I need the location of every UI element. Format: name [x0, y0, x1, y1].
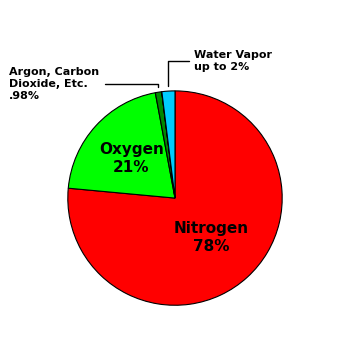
Text: Oxygen
21%: Oxygen 21% — [99, 142, 164, 175]
Wedge shape — [155, 92, 175, 198]
Wedge shape — [162, 92, 175, 198]
Wedge shape — [68, 93, 175, 198]
Text: Water Vapor
up to 2%: Water Vapor up to 2% — [168, 50, 272, 86]
Text: Nitrogen
78%: Nitrogen 78% — [174, 221, 248, 254]
Text: Argon, Carbon
Dioxide, Etc.
.98%: Argon, Carbon Dioxide, Etc. .98% — [9, 67, 158, 100]
Wedge shape — [162, 91, 175, 198]
Wedge shape — [68, 91, 282, 305]
